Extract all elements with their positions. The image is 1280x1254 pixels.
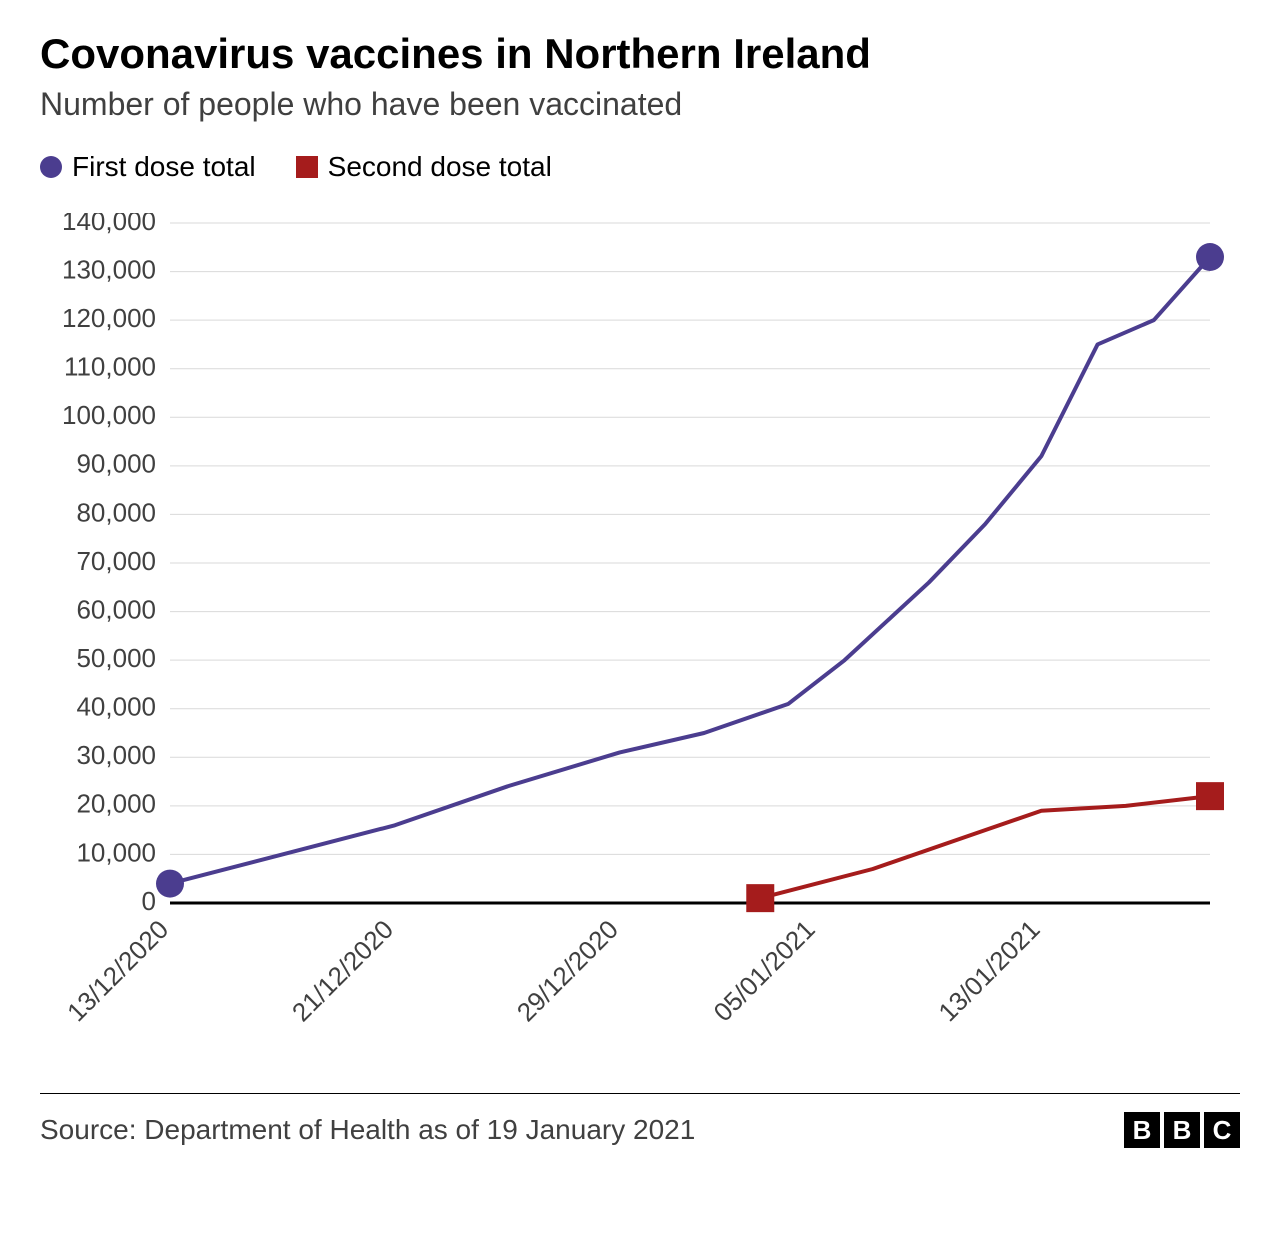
legend-label: First dose total xyxy=(72,151,256,183)
bbc-logo: B B C xyxy=(1124,1112,1240,1148)
svg-text:120,000: 120,000 xyxy=(62,303,156,333)
svg-text:40,000: 40,000 xyxy=(76,692,156,722)
chart-title: Covonavirus vaccines in Northern Ireland xyxy=(40,30,1240,78)
legend-item-second-dose: Second dose total xyxy=(296,151,552,183)
bbc-logo-letter: B xyxy=(1124,1112,1160,1148)
svg-text:140,000: 140,000 xyxy=(62,213,156,236)
svg-text:90,000: 90,000 xyxy=(76,449,156,479)
legend: First dose total Second dose total xyxy=(40,151,1240,183)
chart-container: Covonavirus vaccines in Northern Ireland… xyxy=(0,0,1280,1254)
svg-text:0: 0 xyxy=(142,886,156,916)
svg-text:05/01/2021: 05/01/2021 xyxy=(707,914,820,1027)
svg-text:13/12/2020: 13/12/2020 xyxy=(61,914,174,1027)
svg-text:50,000: 50,000 xyxy=(76,643,156,673)
square-marker-icon xyxy=(296,156,318,178)
svg-text:21/12/2020: 21/12/2020 xyxy=(286,914,399,1027)
svg-text:70,000: 70,000 xyxy=(76,546,156,576)
circle-marker-icon xyxy=(40,156,62,178)
svg-text:80,000: 80,000 xyxy=(76,497,156,527)
svg-text:60,000: 60,000 xyxy=(76,594,156,624)
chart-footer: Source: Department of Health as of 19 Ja… xyxy=(40,1093,1240,1148)
svg-text:10,000: 10,000 xyxy=(76,837,156,867)
bbc-logo-letter: C xyxy=(1204,1112,1240,1148)
source-text: Source: Department of Health as of 19 Ja… xyxy=(40,1114,695,1146)
svg-text:13/01/2021: 13/01/2021 xyxy=(932,914,1045,1027)
svg-text:100,000: 100,000 xyxy=(62,400,156,430)
legend-label: Second dose total xyxy=(328,151,552,183)
chart-subtitle: Number of people who have been vaccinate… xyxy=(40,86,1240,123)
svg-text:110,000: 110,000 xyxy=(64,352,156,382)
svg-text:20,000: 20,000 xyxy=(76,789,156,819)
bbc-logo-letter: B xyxy=(1164,1112,1200,1148)
chart-plot-area: 0 10,000 20,000 30,000 40,000 50,000 60,000 70,… xyxy=(40,213,1240,1073)
legend-item-first-dose: First dose total xyxy=(40,151,256,183)
svg-text:130,000: 130,000 xyxy=(62,254,156,284)
line-chart-svg: 0 10,000 20,000 30,000 40,000 50,000 60,000 70,… xyxy=(40,213,1240,1073)
svg-text:29/12/2020: 29/12/2020 xyxy=(511,914,624,1027)
svg-text:30,000: 30,000 xyxy=(76,740,156,770)
